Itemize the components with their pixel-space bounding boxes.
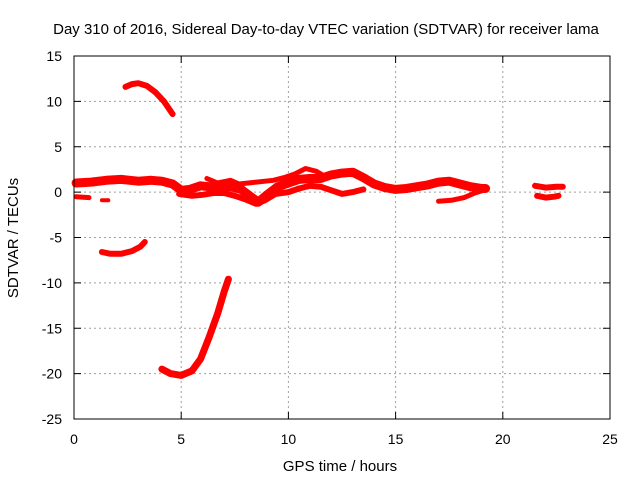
- series-stub-left: [73, 194, 92, 201]
- y-tick-label: -25: [42, 411, 62, 427]
- series-band-main: [71, 167, 491, 207]
- y-axis-label: SDTVAR / TECUs: [5, 178, 22, 298]
- series-arc-upper: [122, 80, 176, 118]
- y-tick-label: -15: [42, 320, 62, 336]
- y-tick-label: -20: [42, 366, 62, 382]
- y-tick-label: -5: [50, 230, 63, 246]
- series-band-lower: [176, 182, 367, 207]
- y-tick-label: 0: [54, 184, 62, 200]
- x-tick-label: 25: [602, 431, 618, 447]
- axis-ticks: [73, 55, 611, 420]
- x-axis-label: GPS time / hours: [283, 458, 397, 475]
- tick-labels: 0 5 10 15 20 25 15 10 5 0 -5 -10 -15 -20 -25: [42, 48, 618, 447]
- x-tick-label: 5: [177, 431, 185, 447]
- grid-lines: [74, 56, 610, 419]
- x-tick-label: 10: [281, 431, 297, 447]
- data-series: [71, 80, 566, 379]
- x-tick-label: 15: [388, 431, 404, 447]
- series-late-block-upper: [532, 182, 566, 191]
- y-tick-label: 15: [46, 48, 62, 64]
- series-arc-lower: [158, 275, 232, 379]
- x-tick-label: 20: [495, 431, 511, 447]
- y-tick-label: -10: [42, 275, 62, 291]
- series-arc-middle: [98, 239, 148, 257]
- series-late-block-lower: [534, 192, 562, 201]
- series-band-tail: [436, 187, 486, 204]
- series-band-upper: [204, 166, 330, 187]
- x-tick-label: 0: [70, 431, 78, 447]
- y-tick-label: 10: [46, 93, 62, 109]
- y-tick-label: 5: [54, 139, 62, 155]
- chart-title: Day 310 of 2016, Sidereal Day-to-day VTE…: [53, 21, 599, 38]
